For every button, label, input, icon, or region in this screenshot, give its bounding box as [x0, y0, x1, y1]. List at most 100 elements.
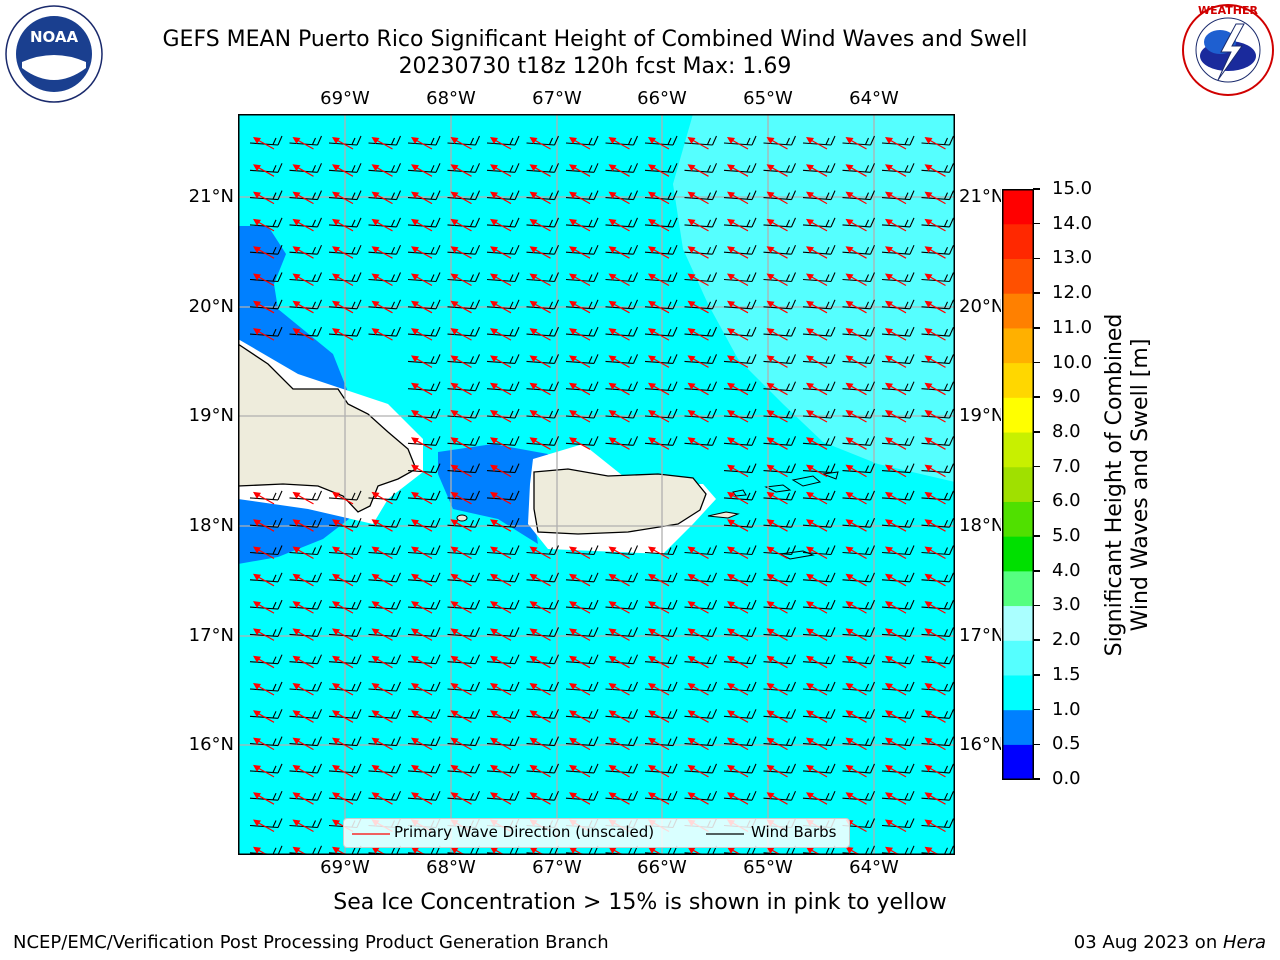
vector-glyph	[486, 217, 520, 232]
vector-glyph	[921, 354, 955, 368]
colorbar-segment	[1002, 640, 1034, 676]
vector-glyph	[802, 408, 836, 423]
colorbar-segment	[1002, 570, 1034, 607]
vector-glyph	[249, 490, 283, 505]
vector-glyph	[289, 272, 323, 287]
vector-glyph	[802, 190, 836, 205]
colorbar-tick-mark	[1033, 396, 1040, 398]
vector-glyph	[644, 736, 678, 751]
vector-glyph	[802, 436, 836, 450]
vector-glyph	[249, 517, 283, 532]
vector-glyph	[526, 244, 560, 259]
vector-glyph	[447, 217, 481, 232]
vector-glyph	[644, 790, 678, 805]
vector-glyph	[763, 681, 797, 696]
vector-glyph	[684, 354, 718, 368]
vector-glyph	[644, 190, 678, 205]
vector-glyph	[368, 517, 402, 532]
colorbar-tick-mark	[1033, 535, 1040, 537]
vector-glyph	[723, 354, 757, 368]
footer-machine: Hera	[1222, 932, 1266, 953]
vector-glyph	[881, 135, 915, 150]
vector-glyph	[605, 326, 639, 341]
vector-glyph	[842, 545, 876, 560]
vector-glyph	[763, 299, 797, 314]
vector-glyph	[644, 599, 678, 614]
vector-glyph	[881, 545, 915, 560]
vector-glyph	[684, 326, 718, 341]
colorbar-tick-mark	[1033, 604, 1040, 607]
vector-glyph	[763, 135, 797, 150]
vector-glyph	[723, 654, 757, 669]
vector-glyph	[802, 709, 836, 723]
vector-glyph	[249, 627, 283, 641]
vector-glyph	[605, 217, 639, 232]
vector-glyph	[249, 326, 283, 341]
vector-glyph	[368, 763, 402, 778]
vector-glyph	[644, 354, 678, 368]
svg-text:WEATHER: WEATHER	[1198, 4, 1259, 17]
vector-glyph	[289, 545, 323, 560]
vector-glyph	[407, 599, 441, 614]
colorbar-tick-label: 11.0	[1052, 316, 1093, 338]
vector-glyph	[921, 545, 955, 560]
vector-glyph	[565, 736, 599, 751]
colorbar-title-line2: Wind Waves and Swell [m]	[1128, 338, 1153, 632]
lat-label-left-21n: 21°N	[188, 186, 234, 207]
vector-glyph	[684, 217, 718, 232]
vector-glyph	[526, 436, 560, 450]
vector-glyph	[802, 463, 836, 478]
vector-glyph	[842, 299, 876, 314]
vector-glyph	[368, 627, 402, 641]
vector-glyph	[605, 763, 639, 778]
vector-glyph	[486, 463, 520, 478]
vector-glyph	[486, 490, 520, 505]
vector-glyph	[763, 244, 797, 259]
vector-glyph	[565, 217, 599, 232]
vector-glyph	[447, 381, 481, 396]
lon-label-bottom-68w: 68°W	[426, 857, 476, 878]
island-mona	[456, 514, 468, 522]
vector-glyph	[249, 272, 283, 287]
vector-glyph	[565, 272, 599, 287]
vector-glyph	[368, 490, 402, 505]
vector-glyph	[881, 354, 915, 368]
vector-glyph	[763, 190, 797, 205]
colorbar-tick-mark	[1033, 257, 1040, 260]
footer-date-text: 03 Aug 2023 on	[1073, 932, 1223, 953]
vector-glyph	[881, 217, 915, 232]
vector-glyph	[328, 490, 362, 505]
map-border	[238, 114, 955, 855]
vector-glyph	[802, 299, 836, 314]
vector-glyph	[763, 790, 797, 805]
vector-glyph	[881, 517, 915, 532]
vector-glyph	[526, 272, 560, 287]
vector-glyph	[249, 681, 283, 696]
vector-glyph	[802, 244, 836, 259]
vector-glyph	[881, 763, 915, 778]
vector-glyph	[407, 654, 441, 669]
vector-glyph	[842, 490, 876, 505]
vector-glyph	[921, 490, 955, 505]
vector-glyph	[368, 272, 402, 287]
colorbar-tick-label: 14.0	[1052, 212, 1093, 234]
vector-glyph	[328, 709, 362, 723]
vector-glyph	[368, 163, 402, 177]
colorbar-tick-mark	[1033, 431, 1040, 433]
vector-glyph	[881, 272, 915, 287]
vector-glyph	[249, 599, 283, 614]
vector-glyph	[565, 163, 599, 177]
vector-glyph	[486, 190, 520, 205]
colorbar-tick-label: 4.0	[1052, 559, 1081, 581]
colorbar-segment	[1002, 744, 1034, 780]
vector-glyph	[644, 299, 678, 314]
nws-logo: WEATHER	[1182, 4, 1274, 96]
vector-glyph	[407, 436, 441, 450]
vector-glyph	[684, 763, 718, 778]
vector-glyph	[605, 599, 639, 614]
vector-glyph	[605, 163, 639, 177]
vector-glyph	[921, 326, 955, 341]
colorbar-tick-label: 8.0	[1052, 420, 1081, 442]
vector-glyph	[723, 326, 757, 341]
vector-glyph	[289, 217, 323, 232]
